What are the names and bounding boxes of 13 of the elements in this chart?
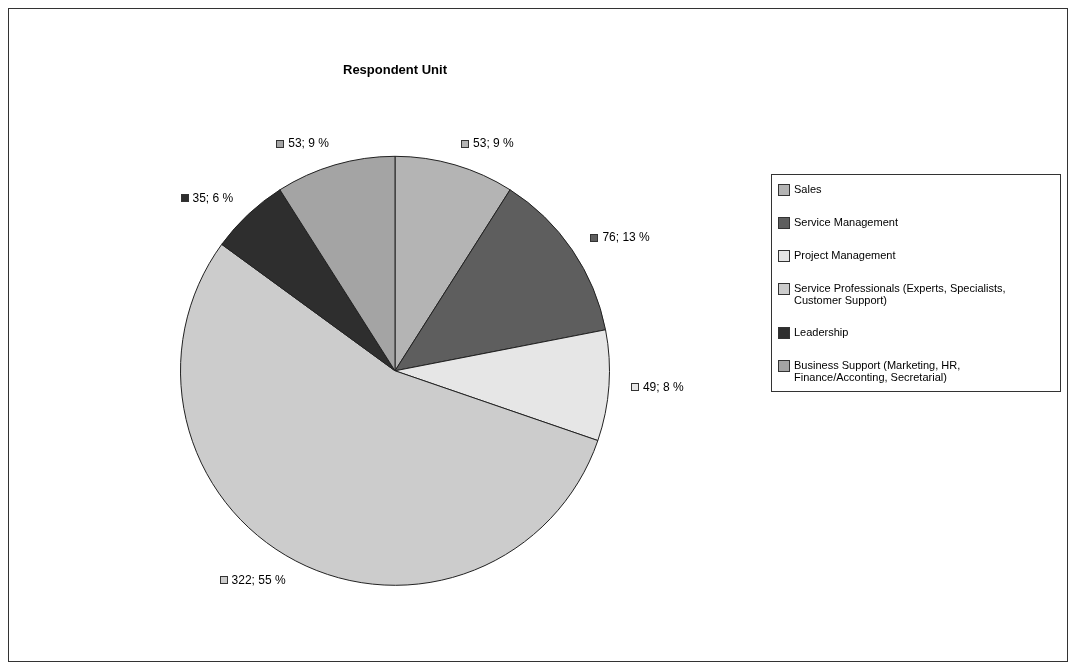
data-label: 322; 55 % bbox=[231, 572, 286, 587]
legend-label: Project Management bbox=[794, 249, 896, 261]
legend-label: Business Support (Marketing, HR, Finance/Acconting, Secretarial) bbox=[794, 359, 962, 383]
chart-title: Respondent Unit bbox=[343, 62, 448, 78]
legend-label: Service Professionals (Experts, Specialists, Customer Support) bbox=[794, 282, 1007, 306]
data-label: 53; 9 % bbox=[288, 136, 330, 151]
data-label: 76; 13 % bbox=[602, 229, 651, 244]
data-label: 49; 8 % bbox=[642, 379, 684, 394]
legend-label: Leadership bbox=[794, 326, 849, 338]
data-label: 53; 9 % bbox=[473, 136, 515, 151]
legend-label: Sales bbox=[794, 183, 822, 195]
legend-label: Service Management bbox=[794, 216, 898, 228]
data-label: 35; 6 % bbox=[192, 190, 234, 205]
